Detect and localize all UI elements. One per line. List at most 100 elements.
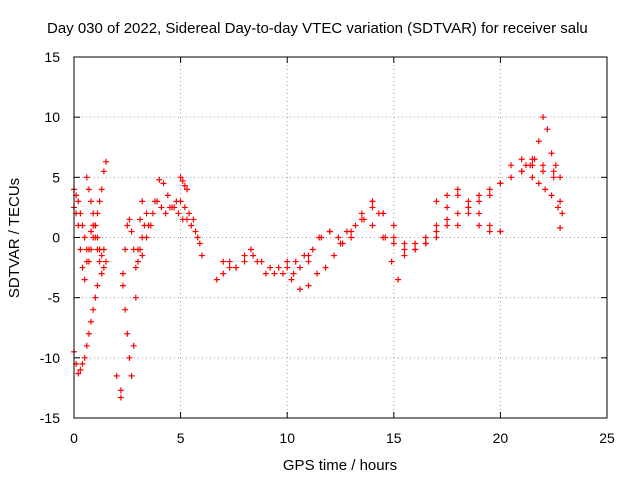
series-isolated bbox=[113, 372, 124, 401]
data-point bbox=[83, 174, 90, 181]
x-tick-label: 10 bbox=[279, 430, 295, 446]
data-point bbox=[132, 264, 139, 271]
data-point bbox=[130, 246, 137, 253]
data-point bbox=[326, 228, 333, 235]
data-point bbox=[540, 162, 547, 169]
y-tick-label: -5 bbox=[48, 290, 61, 306]
data-point bbox=[130, 342, 137, 349]
y-tick-label: -15 bbox=[40, 410, 60, 426]
data-point bbox=[390, 222, 397, 229]
y-tick-label: 10 bbox=[44, 109, 60, 125]
data-point bbox=[380, 210, 387, 217]
data-point bbox=[454, 192, 461, 199]
data-point bbox=[102, 158, 109, 165]
data-point bbox=[262, 270, 269, 277]
data-point bbox=[120, 270, 127, 277]
data-point bbox=[540, 168, 547, 175]
data-point bbox=[358, 216, 365, 223]
series-arc-15 bbox=[369, 162, 564, 253]
data-point bbox=[179, 177, 186, 184]
chart-title: Day 030 of 2022, Sidereal Day-to-day VTE… bbox=[47, 20, 588, 37]
y-tick-label: -10 bbox=[40, 350, 60, 366]
data-point bbox=[476, 198, 483, 205]
data-point bbox=[85, 186, 92, 193]
data-point bbox=[122, 306, 129, 313]
data-point bbox=[322, 264, 329, 271]
data-point bbox=[401, 246, 408, 253]
data-point bbox=[433, 234, 440, 241]
data-point bbox=[337, 240, 344, 247]
data-point bbox=[559, 210, 566, 217]
data-point bbox=[190, 216, 197, 223]
data-point bbox=[100, 246, 107, 253]
data-point bbox=[183, 186, 190, 193]
data-point bbox=[486, 228, 493, 235]
data-point bbox=[422, 240, 429, 247]
data-point bbox=[290, 270, 297, 277]
data-point bbox=[90, 210, 97, 217]
data-point bbox=[77, 246, 84, 253]
data-point bbox=[92, 294, 99, 301]
data-point bbox=[271, 270, 278, 277]
data-point bbox=[175, 210, 182, 217]
data-points bbox=[71, 114, 566, 401]
data-point bbox=[369, 204, 376, 211]
grid bbox=[74, 57, 607, 418]
series-arc-4 bbox=[83, 174, 107, 259]
series-arc-18 bbox=[529, 174, 566, 217]
data-point bbox=[100, 168, 107, 175]
data-point bbox=[548, 150, 555, 157]
data-point bbox=[550, 174, 557, 181]
data-point bbox=[181, 204, 188, 211]
series-arc-3 bbox=[71, 282, 101, 377]
data-point bbox=[557, 224, 564, 231]
x-axis-title: GPS time / hours bbox=[283, 457, 397, 474]
data-point bbox=[527, 162, 534, 169]
data-point bbox=[508, 162, 515, 169]
data-point bbox=[542, 186, 549, 193]
data-point bbox=[557, 174, 564, 181]
data-point bbox=[433, 198, 440, 205]
data-point bbox=[117, 387, 124, 394]
data-point bbox=[369, 198, 376, 205]
data-point bbox=[79, 360, 86, 367]
data-point bbox=[352, 222, 359, 229]
data-point bbox=[181, 182, 188, 189]
data-point bbox=[250, 252, 257, 259]
y-tick-label: 0 bbox=[52, 230, 60, 246]
series-arc-7 bbox=[139, 176, 205, 259]
data-point bbox=[137, 216, 144, 223]
data-point bbox=[126, 216, 133, 223]
data-point bbox=[98, 270, 105, 277]
data-point bbox=[465, 198, 472, 205]
data-point bbox=[94, 282, 101, 289]
data-point bbox=[156, 176, 163, 183]
data-point bbox=[412, 246, 419, 253]
data-point bbox=[454, 210, 461, 217]
data-point bbox=[124, 330, 131, 337]
data-point bbox=[196, 240, 203, 247]
data-point bbox=[476, 210, 483, 217]
data-point bbox=[233, 264, 240, 271]
data-point bbox=[554, 204, 561, 211]
data-point bbox=[305, 282, 312, 289]
data-point bbox=[102, 258, 109, 265]
data-point bbox=[213, 276, 220, 283]
data-point bbox=[380, 234, 387, 241]
data-point bbox=[518, 168, 525, 175]
data-point bbox=[284, 258, 291, 265]
data-point bbox=[126, 354, 133, 361]
data-point bbox=[486, 192, 493, 199]
data-point bbox=[305, 258, 312, 265]
data-point bbox=[128, 372, 135, 379]
series-arc-8 bbox=[145, 198, 203, 247]
data-point bbox=[186, 210, 193, 217]
data-point bbox=[267, 264, 274, 271]
data-point bbox=[220, 270, 227, 277]
data-point bbox=[139, 252, 146, 259]
data-point bbox=[309, 246, 316, 253]
data-point bbox=[137, 246, 144, 253]
data-point bbox=[188, 222, 195, 229]
data-point bbox=[83, 342, 90, 349]
